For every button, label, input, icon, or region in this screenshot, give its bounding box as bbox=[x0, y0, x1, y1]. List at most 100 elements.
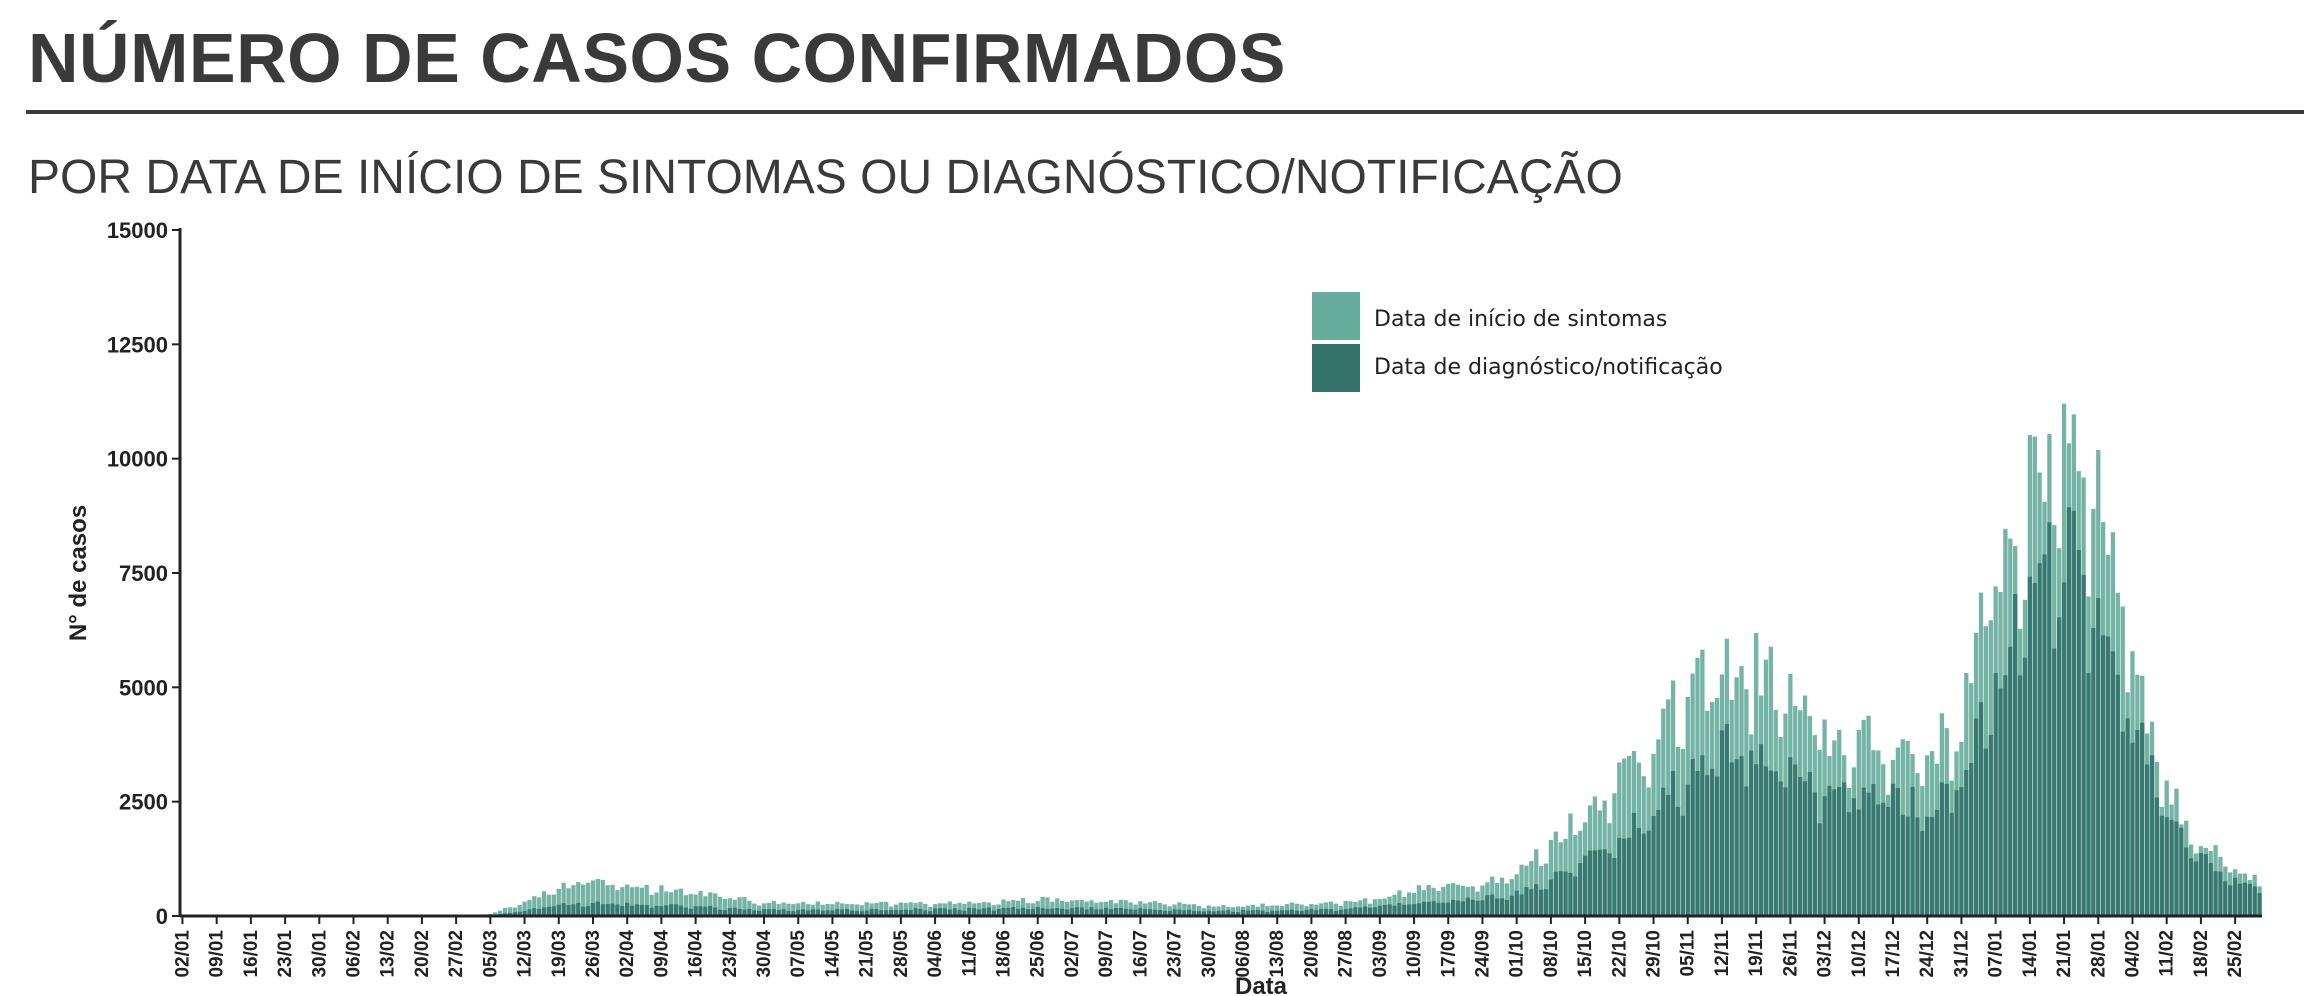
bar-diagnosis bbox=[2120, 731, 2125, 916]
x-tick-label: 02/07 bbox=[1062, 930, 1083, 978]
x-tick-label: 11/06 bbox=[959, 930, 980, 977]
bar-diagnosis bbox=[634, 904, 640, 916]
bar-diagnosis bbox=[1636, 827, 1642, 916]
bar-diagnosis bbox=[2110, 651, 2116, 916]
bar-symptoms bbox=[1265, 906, 1270, 916]
x-tick-label: 03/12 bbox=[1815, 930, 1836, 978]
x-tick-label: 28/01 bbox=[2088, 930, 2109, 978]
bar-symptoms bbox=[664, 891, 669, 916]
bar-diagnosis bbox=[688, 908, 693, 916]
bar-diagnosis bbox=[1582, 855, 1588, 916]
x-tick-label: 27/02 bbox=[446, 930, 467, 978]
x-tick-label: 02/04 bbox=[617, 930, 638, 978]
bar-symptoms bbox=[1221, 905, 1226, 916]
x-tick-label: 12/11 bbox=[1712, 930, 1733, 977]
x-tick-label: 09/01 bbox=[207, 930, 228, 978]
bar-diagnosis bbox=[2037, 563, 2042, 916]
bar-symptoms bbox=[493, 912, 498, 916]
bar-diagnosis bbox=[1157, 909, 1163, 916]
bar-diagnosis bbox=[1485, 895, 1490, 916]
bar-symptoms bbox=[1157, 902, 1163, 916]
bar-diagnosis bbox=[1856, 809, 1861, 916]
bar-symptoms bbox=[820, 904, 825, 916]
bar-diagnosis bbox=[1020, 907, 1026, 916]
bar-diagnosis bbox=[1196, 911, 1202, 916]
bar-symptoms bbox=[625, 884, 630, 916]
bar-diagnosis bbox=[2017, 675, 2023, 916]
bar-diagnosis bbox=[2076, 549, 2081, 916]
bar-diagnosis bbox=[576, 902, 581, 916]
x-tick-label: 07/01 bbox=[1986, 930, 2007, 978]
bar-diagnosis bbox=[1123, 908, 1128, 916]
bar-symptoms bbox=[629, 887, 635, 916]
bar-diagnosis bbox=[1578, 863, 1583, 916]
bar-diagnosis bbox=[864, 910, 869, 916]
bar-diagnosis bbox=[2013, 594, 2018, 916]
bar-symptoms bbox=[561, 882, 566, 916]
bar-diagnosis bbox=[541, 907, 547, 916]
bar-diagnosis bbox=[2174, 821, 2179, 916]
bar-diagnosis bbox=[1426, 901, 1431, 916]
bar-diagnosis bbox=[1895, 788, 1901, 916]
bar-symptoms bbox=[1392, 894, 1397, 916]
x-tick-label: 31/12 bbox=[1951, 930, 1972, 978]
x-tick-label: 24/09 bbox=[1473, 930, 1494, 978]
bar-diagnosis bbox=[903, 909, 908, 916]
bar-diagnosis bbox=[923, 910, 928, 916]
bar-diagnosis bbox=[1998, 688, 2003, 916]
bar-diagnosis bbox=[1558, 871, 1563, 916]
bar-symptoms bbox=[634, 886, 640, 916]
bar-symptoms bbox=[1275, 905, 1280, 916]
bar-diagnosis bbox=[2027, 576, 2032, 916]
bar-symptoms bbox=[517, 905, 522, 916]
bar-symptoms bbox=[1064, 902, 1070, 916]
bar-diagnosis bbox=[1993, 673, 1998, 916]
x-tick-label: 06/02 bbox=[344, 930, 365, 978]
x-tick-label: 04/06 bbox=[925, 930, 946, 978]
chart-legend: Data de início de sintomas Data de diagn… bbox=[1312, 292, 1723, 392]
bar-symptoms bbox=[742, 896, 747, 916]
bar-symptoms bbox=[688, 894, 693, 916]
bar-diagnosis bbox=[893, 909, 899, 916]
bar-diagnosis bbox=[1138, 908, 1143, 916]
y-tick-label: 12500 bbox=[107, 332, 168, 357]
bar-diagnosis bbox=[1187, 909, 1192, 916]
bar-diagnosis bbox=[1739, 756, 1744, 916]
bar-diagnosis bbox=[913, 908, 918, 916]
bar-diagnosis bbox=[1358, 907, 1363, 916]
bar-diagnosis bbox=[1685, 784, 1690, 916]
x-tick-label: 11/02 bbox=[2157, 930, 2178, 977]
bar-diagnosis bbox=[1470, 899, 1475, 916]
x-tick-label: 23/07 bbox=[1165, 930, 1186, 978]
bar-diagnosis bbox=[1226, 910, 1231, 916]
bar-diagnosis bbox=[585, 906, 591, 916]
legend-swatch-diagnosis bbox=[1312, 344, 1360, 392]
bar-diagnosis bbox=[942, 908, 948, 916]
bar-symptoms bbox=[1196, 905, 1202, 916]
bar-symptoms bbox=[1016, 900, 1021, 916]
bar-symptoms bbox=[1099, 902, 1104, 916]
bar-diagnosis bbox=[512, 912, 517, 916]
y-tick-label: 5000 bbox=[119, 675, 168, 700]
bar-diagnosis bbox=[1363, 906, 1368, 916]
x-tick-label: 16/01 bbox=[241, 930, 262, 978]
y-axis-label: N° de casos bbox=[65, 505, 92, 641]
bar-symptoms bbox=[1504, 883, 1510, 916]
bar-diagnosis bbox=[830, 910, 835, 916]
bar-symptoms bbox=[1407, 892, 1412, 916]
bar-diagnosis bbox=[1294, 910, 1299, 916]
bar-diagnosis bbox=[2125, 718, 2130, 916]
bar-diagnosis bbox=[664, 905, 669, 916]
bar-diagnosis bbox=[1680, 815, 1685, 916]
bar-diagnosis bbox=[1206, 910, 1211, 916]
x-tick-label: 17/12 bbox=[1883, 930, 1904, 978]
bar-diagnosis bbox=[1490, 894, 1495, 916]
bar-diagnosis bbox=[1113, 908, 1119, 916]
bar-diagnosis bbox=[1411, 904, 1417, 916]
x-tick-label: 07/05 bbox=[788, 930, 809, 978]
bar-symptoms bbox=[1343, 900, 1348, 916]
bar-diagnosis bbox=[1319, 908, 1324, 916]
bar-symptoms bbox=[1416, 885, 1422, 916]
bar-symptoms bbox=[502, 907, 508, 916]
x-tick-label: 03/09 bbox=[1370, 930, 1391, 978]
